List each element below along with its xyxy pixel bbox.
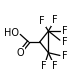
Text: F: F — [52, 15, 57, 25]
Text: F: F — [41, 61, 47, 71]
Text: F: F — [62, 26, 68, 36]
Text: O: O — [16, 48, 24, 58]
Text: F: F — [62, 51, 68, 61]
Text: F: F — [52, 61, 57, 71]
Text: F: F — [62, 37, 68, 47]
Text: F: F — [39, 16, 45, 26]
Text: HO: HO — [4, 28, 19, 38]
